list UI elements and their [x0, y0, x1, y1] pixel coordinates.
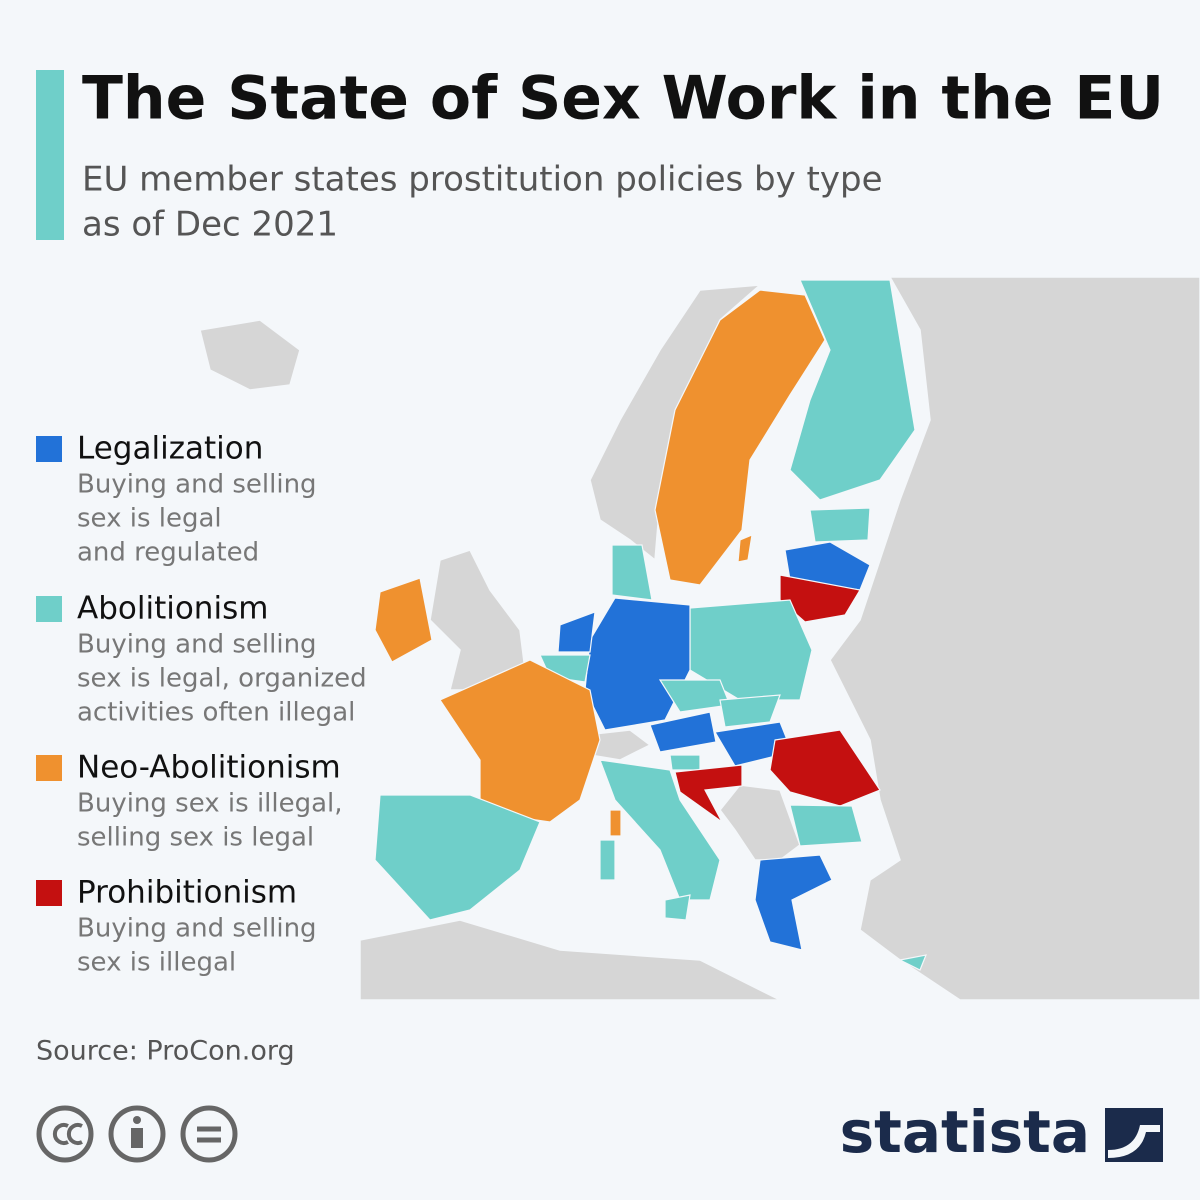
country	[789, 279, 916, 501]
country	[809, 507, 871, 543]
country	[374, 577, 433, 663]
legend-label: Prohibitionism	[77, 875, 297, 911]
title: The State of Sex Work in the EU	[82, 64, 1164, 134]
legend-description: activities often illegal	[77, 698, 355, 728]
legend-description: Buying and selling	[77, 630, 317, 660]
legend-description: and regulated	[77, 538, 259, 568]
country	[669, 754, 701, 771]
country	[439, 659, 601, 823]
country	[789, 804, 863, 847]
legend-description: sex is legal	[77, 504, 222, 534]
countries	[374, 279, 927, 971]
legend-swatch	[36, 596, 62, 622]
country	[719, 694, 781, 728]
country	[674, 764, 743, 823]
country	[599, 759, 721, 901]
land	[829, 276, 1200, 1001]
country	[754, 854, 833, 951]
country	[898, 954, 927, 971]
legend-description: Buying and selling	[77, 914, 317, 944]
license-icons	[36, 1105, 238, 1163]
legend-label: Legalization	[77, 431, 263, 467]
brand-logo	[1105, 1108, 1163, 1162]
legend-description: Buying and selling	[77, 470, 317, 500]
legend-description: selling sex is legal	[77, 823, 314, 853]
brand: statista	[840, 1098, 1090, 1166]
country	[374, 794, 541, 921]
country	[599, 839, 616, 881]
land	[359, 919, 781, 1001]
country	[611, 544, 653, 601]
country	[664, 894, 691, 921]
legend-description: Buying sex is illegal,	[77, 789, 343, 819]
subtitle: EU member states prostitution policies b…	[82, 160, 883, 200]
country	[649, 711, 717, 753]
country	[609, 809, 622, 837]
legend-swatch	[36, 880, 62, 906]
legend-swatch	[36, 436, 62, 462]
legend-description: sex is legal, organized	[77, 664, 367, 694]
legend-label: Neo-Abolitionism	[77, 750, 341, 786]
legend-description: sex is illegal	[77, 948, 236, 978]
subtitle: as of Dec 2021	[82, 205, 338, 245]
country	[654, 289, 826, 586]
country	[784, 541, 871, 591]
country	[557, 611, 596, 653]
source: Source: ProCon.org	[36, 1036, 295, 1067]
country	[779, 574, 861, 623]
legend-swatch	[36, 755, 62, 781]
map	[199, 276, 1200, 1001]
country	[737, 534, 753, 563]
legend-label: Abolitionism	[77, 591, 268, 627]
accent-bar	[36, 70, 64, 240]
land	[199, 319, 301, 391]
